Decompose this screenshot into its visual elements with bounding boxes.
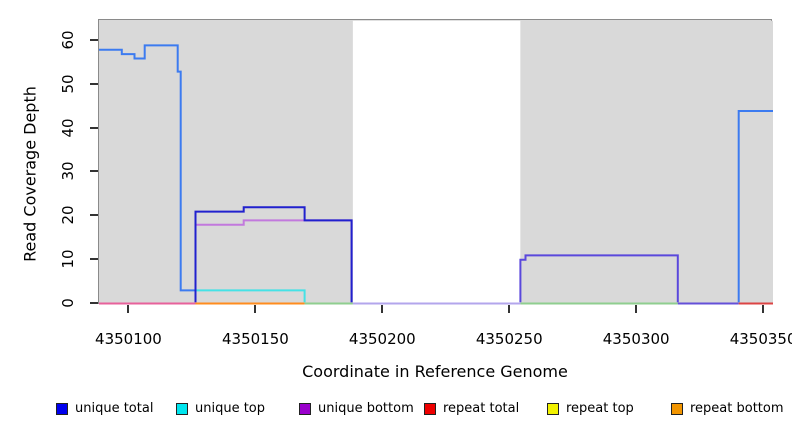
x-tick-mark (381, 305, 384, 313)
legend-swatch-icon (176, 402, 188, 415)
y-tick-mark (90, 82, 98, 85)
y-tick-label: 10 (59, 249, 77, 269)
unique-total-left (99, 44, 196, 292)
legend-swatch-icon (671, 402, 683, 415)
y-tick-mark (90, 257, 98, 260)
legend-swatch-icon (56, 402, 68, 415)
y-tick-label: 30 (59, 161, 77, 181)
y-tick-label: 50 (59, 74, 77, 94)
legend-item-repeat-total: repeat total (424, 401, 519, 416)
x-tick-mark (127, 305, 130, 313)
legend-item-unique-total: unique total (56, 401, 153, 416)
unique-total-mid-box (194, 206, 353, 303)
plot-canvas (99, 20, 773, 305)
x-tick-mark (635, 305, 638, 313)
y-tick-label: 40 (59, 117, 77, 138)
legend-item-unique-top: unique top (176, 401, 265, 416)
y-tick-mark (90, 214, 98, 216)
unshaded-gap (352, 20, 521, 305)
unique-total-right-box (519, 254, 679, 303)
legend-label: unique top (195, 401, 266, 416)
x-tick-label: 4350150 (221, 330, 289, 348)
y-tick-label: 20 (59, 205, 77, 225)
y-tick-label: 0 (59, 297, 77, 308)
y-tick-mark (90, 39, 98, 41)
legend-item-repeat-bottom: repeat bottom (671, 401, 784, 416)
x-axis-title: Coordinate in Reference Genome (302, 362, 568, 381)
unique-total-far-right (737, 110, 773, 303)
y-tick-mark (90, 301, 98, 304)
legend-label: repeat total (443, 401, 520, 416)
shaded-region-right (520, 20, 773, 305)
legend-item-repeat-top: repeat top (547, 401, 634, 416)
legend-label: repeat bottom (690, 401, 784, 416)
x-tick-mark (254, 305, 257, 313)
x-tick-label: 4350200 (348, 330, 416, 348)
shaded-region-left (99, 20, 353, 305)
y-tick-mark (90, 126, 98, 129)
legend-item-unique-bottom: unique bottom (299, 401, 414, 416)
x-tick-label: 4350250 (475, 330, 543, 348)
x-tick-mark (762, 305, 765, 313)
plot-area (98, 19, 773, 305)
x-tick-label: 4350350 (729, 330, 792, 348)
legend-label: repeat top (566, 401, 634, 416)
x-tick-mark (508, 305, 511, 313)
x-tick-label: 4350300 (602, 330, 670, 348)
y-tick-mark (90, 170, 98, 173)
y-tick-label: 60 (59, 30, 77, 50)
legend-label: unique bottom (318, 401, 414, 416)
legend-label: unique total (75, 401, 154, 416)
unique-top-line (195, 289, 306, 303)
x-tick-label: 4350100 (95, 330, 162, 348)
legend-swatch-icon (424, 402, 436, 415)
y-axis-title: Read Coverage Depth (20, 86, 40, 262)
legend-swatch-icon (547, 402, 559, 415)
legend-swatch-icon (299, 402, 311, 415)
